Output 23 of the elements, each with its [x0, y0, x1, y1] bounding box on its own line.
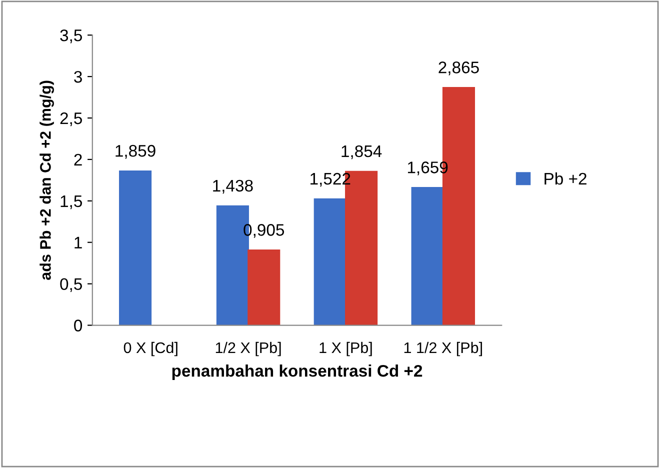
- y-tick-label: 0,5: [60, 278, 82, 292]
- y-tick-label: 1: [74, 236, 82, 248]
- x-tick-label: 1 1/2 X [Pb]: [404, 342, 482, 356]
- bar: [248, 250, 280, 326]
- y-tick-label: 0: [74, 320, 82, 332]
- data-label: 1,854: [342, 145, 382, 160]
- x-tick-label: 1 X [Pb]: [320, 342, 372, 356]
- bar: [314, 198, 346, 326]
- y-tick-label: 2: [74, 154, 82, 166]
- legend-label: Pb +2: [544, 172, 586, 185]
- y-tick-label: 3,5: [60, 30, 82, 44]
- x-tick-label: 0 X [Cd]: [124, 342, 178, 356]
- x-tick-label: 1/2 X [Pb]: [216, 342, 281, 356]
- y-tick-label: 3: [74, 70, 82, 83]
- bar: [411, 187, 444, 326]
- bar: [118, 170, 152, 326]
- y-axis-title: ads Pb +2 dan Cd +2 (mg/g): [40, 80, 54, 280]
- y-tick-label: 1,5: [60, 195, 82, 210]
- data-label: 1,859: [116, 144, 156, 159]
- data-label: 1,438: [213, 180, 253, 194]
- y-tick-label: 2,5: [60, 112, 82, 126]
- x-axis-title: penambahan konsentrasi Cd +2: [172, 364, 422, 380]
- data-label: 2,865: [438, 62, 479, 76]
